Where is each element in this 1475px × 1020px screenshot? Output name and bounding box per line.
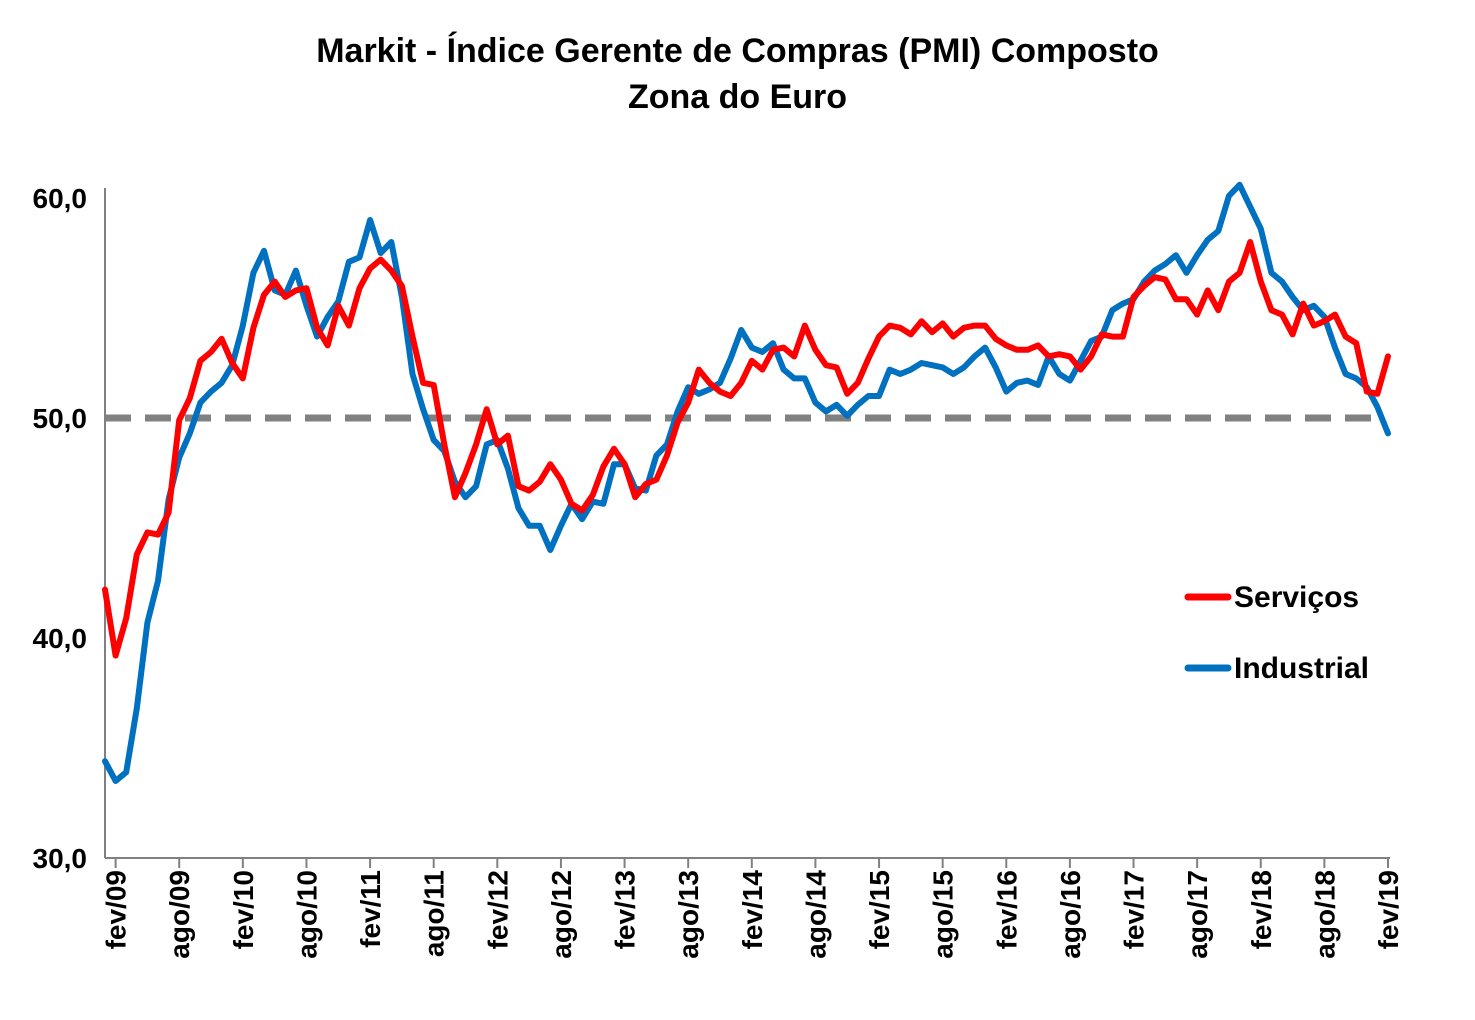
chart-subtitle: Zona do Euro [627, 78, 848, 116]
y-tick-label: 30,0 [33, 843, 88, 874]
series-line-servicos [102, 239, 1391, 659]
y-tick-label: 40,0 [33, 623, 88, 654]
x-tick-label: ago/11 [419, 870, 450, 957]
series-group [102, 181, 1391, 784]
x-tick-label: fev/12 [482, 870, 513, 949]
x-tick-label: ago/17 [1182, 870, 1213, 959]
x-tick-label: ago/18 [1309, 870, 1340, 959]
x-tick-label: fev/17 [1119, 870, 1150, 949]
x-tick-label: fev/19 [1373, 870, 1404, 949]
series-line-industrial [102, 181, 1391, 784]
y-tick-label: 50,0 [33, 403, 88, 434]
x-tick-label: fev/14 [737, 870, 768, 950]
axes: 30,0 40,0 50,0 60,0 fev/09 ago/09 fev/10 ago/10… [33, 183, 1405, 959]
x-tick-label: fev/11 [355, 870, 386, 948]
x-tick-label: fev/13 [610, 870, 641, 949]
legend-label: Industrial [1234, 652, 1369, 685]
x-tick-label: ago/16 [1055, 870, 1086, 959]
chart-title: Markit - Índice Gerente de Compras (PMI)… [316, 32, 1159, 70]
x-tick-label: fev/15 [864, 870, 895, 949]
x-tick-label: fev/16 [991, 870, 1022, 949]
x-tick-label: ago/15 [928, 870, 959, 959]
x-tick-label: fev/10 [228, 870, 259, 949]
legend: Serviços Industrial [1184, 581, 1369, 685]
x-tick-label: ago/14 [800, 870, 831, 959]
x-tick-label: fev/18 [1246, 870, 1277, 949]
x-tick-label: fev/09 [101, 870, 132, 949]
x-tick-label: ago/13 [673, 870, 704, 959]
x-tick-label: ago/12 [546, 870, 577, 959]
x-tick-label: ago/09 [164, 870, 195, 959]
legend-label: Serviços [1234, 581, 1359, 614]
x-tick-label: ago/10 [291, 870, 322, 959]
y-tick-label: 60,0 [33, 183, 88, 214]
